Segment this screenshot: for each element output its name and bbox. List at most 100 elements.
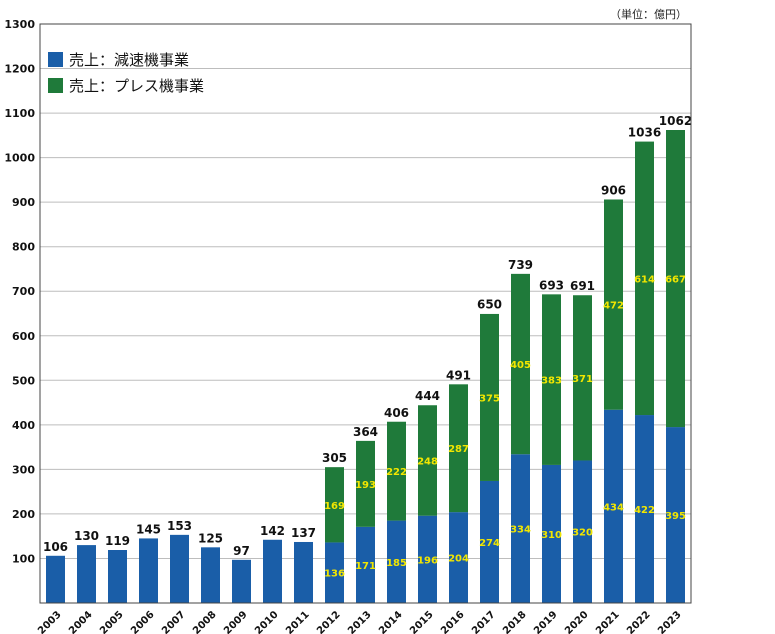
segment-label-reducer: 136 [324, 569, 345, 580]
x-axis-ticks: 2003 2004 2005 2006 2007 2008 2009 2010 2011 2012… [36, 609, 683, 634]
plot-frame [39, 23, 692, 604]
bar-reducer [356, 526, 375, 603]
y-tick-label: 500 [12, 374, 35, 387]
y-tick-label: 600 [12, 330, 35, 343]
total-label: 491 [446, 368, 471, 382]
bar-group: 119 [105, 534, 130, 603]
total-label: 106 [43, 540, 68, 554]
bar-group: 204 287 491 [446, 368, 471, 603]
bar-reducer [294, 541, 313, 603]
y-tick-label: 900 [12, 196, 35, 209]
legend: 売上：減速機事業 売上：プレス機事業 [48, 46, 204, 98]
total-label: 1036 [628, 126, 661, 140]
total-label: 125 [198, 531, 223, 545]
legend-item-press: 売上：プレス機事業 [48, 72, 204, 98]
y-tick-label: 700 [12, 285, 35, 298]
segment-label-reducer: 274 [479, 538, 500, 549]
bar-press [449, 384, 468, 513]
segment-label-reducer: 310 [541, 530, 562, 541]
bar-press [387, 421, 406, 521]
bar-group: 97 [232, 544, 251, 603]
segment-label-press: 472 [603, 301, 624, 312]
segment-label-reducer: 434 [603, 502, 624, 513]
bar-reducer [480, 480, 499, 603]
bar-reducer [77, 545, 96, 603]
bar-reducer [46, 555, 65, 603]
y-tick-label: 200 [12, 508, 35, 521]
x-tick-label: 2017 [470, 609, 497, 634]
segment-label-reducer: 320 [572, 528, 593, 539]
total-label: 305 [322, 451, 347, 465]
x-tick-label: 2018 [501, 609, 528, 634]
segment-label-reducer: 422 [634, 505, 655, 516]
segment-label-press: 383 [541, 376, 562, 387]
y-tick-label: 1300 [4, 18, 35, 31]
y-tick-label: 800 [12, 241, 35, 254]
bar-press [604, 199, 623, 410]
bar-group: 136 169 305 [322, 451, 347, 603]
bar-group: 185 222 406 [384, 406, 409, 603]
bar-reducer [139, 538, 158, 603]
bar-group: 310 383 693 [539, 278, 564, 603]
segment-label-reducer: 334 [510, 525, 531, 536]
y-tick-label: 400 [12, 419, 35, 432]
bar-group: 395 667 1062 [659, 114, 692, 603]
segment-label-press: 405 [510, 360, 531, 371]
bar-press [635, 141, 654, 416]
y-tick-label: 1000 [4, 152, 35, 165]
total-label: 444 [415, 389, 440, 403]
x-tick-label: 2021 [594, 609, 621, 634]
total-label: 906 [601, 183, 626, 197]
total-label: 119 [105, 534, 130, 548]
bar-reducer [542, 464, 561, 603]
bar-press [418, 405, 437, 516]
total-label: 137 [291, 526, 316, 540]
x-tick-label: 2005 [98, 609, 125, 634]
total-label: 142 [260, 524, 285, 538]
segment-label-press: 287 [448, 444, 469, 455]
y-tick-label: 1200 [4, 63, 35, 76]
bar-group: 320 371 691 [570, 279, 595, 603]
bar-group: 142 [260, 524, 285, 603]
bar-reducer [449, 512, 468, 603]
segment-label-reducer: 204 [448, 554, 469, 565]
total-label: 1062 [659, 114, 692, 128]
x-tick-label: 2023 [656, 609, 683, 634]
total-label: 693 [539, 278, 564, 292]
segment-label-press: 371 [572, 374, 593, 385]
bar-reducer [170, 534, 189, 603]
x-tick-label: 2003 [36, 609, 63, 634]
segment-label-press: 248 [417, 456, 438, 467]
bar-reducer [511, 454, 530, 603]
bar-reducer [325, 542, 344, 603]
x-tick-label: 2009 [222, 609, 249, 634]
x-tick-label: 2004 [67, 609, 94, 634]
bar-press [356, 440, 375, 527]
bar-reducer [201, 547, 220, 603]
x-tick-label: 2014 [377, 609, 404, 634]
total-label: 406 [384, 406, 409, 420]
bar-group: 334 405 739 [508, 258, 533, 603]
bars: 106 130 119 145 153 125 97 142 137 136 169 305 171 19… [43, 114, 692, 603]
bar-group: 422 614 1036 [628, 126, 661, 603]
legend-label-press: 売上：プレス機事業 [69, 76, 205, 95]
segment-label-reducer: 196 [417, 555, 438, 566]
segment-label-reducer: 171 [355, 561, 376, 572]
x-tick-label: 2007 [160, 609, 187, 634]
x-tick-label: 2020 [563, 609, 590, 634]
bar-reducer [418, 515, 437, 603]
bar-group: 145 [136, 522, 161, 603]
bar-press [511, 273, 530, 455]
bar-reducer [666, 427, 685, 603]
y-tick-label: 100 [12, 552, 35, 565]
segment-label-reducer: 395 [665, 511, 686, 522]
segment-label-press: 667 [665, 275, 686, 286]
y-tick-label: 1100 [4, 107, 35, 120]
bar-reducer [387, 520, 406, 603]
bar-reducer [573, 460, 592, 603]
x-tick-label: 2016 [439, 609, 466, 634]
bar-group: 171 193 364 [353, 425, 378, 603]
bar-press [573, 295, 592, 461]
segment-label-press: 375 [479, 393, 500, 404]
bar-reducer [108, 549, 127, 603]
